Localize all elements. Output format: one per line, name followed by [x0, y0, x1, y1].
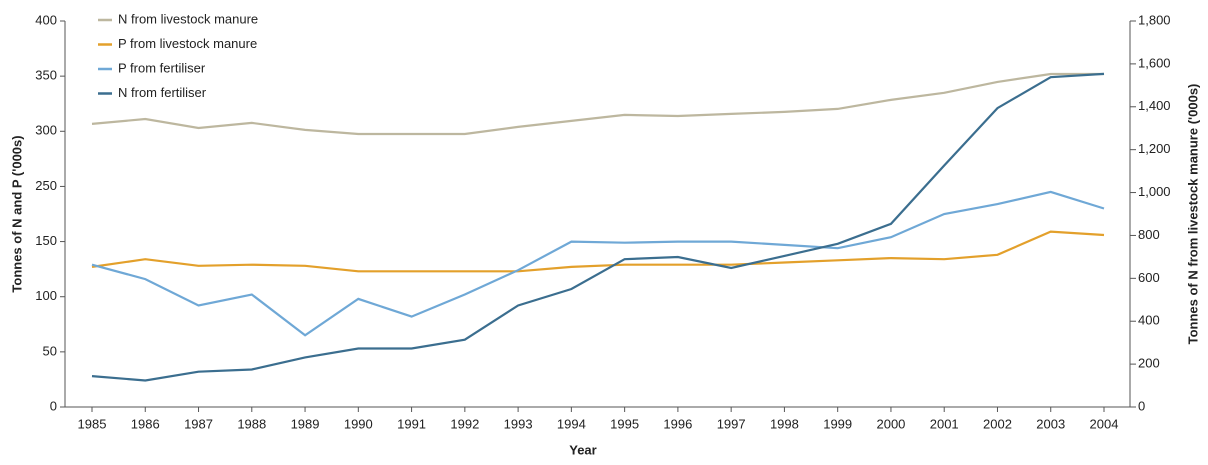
x-tick-label: 1986	[131, 416, 160, 431]
x-tick-label: 1997	[717, 416, 746, 431]
y-tick-label: 150	[35, 233, 57, 248]
x-tick-label: 1991	[397, 416, 426, 431]
x-tick-label: 2000	[876, 416, 905, 431]
x-tick-label: 2001	[930, 416, 959, 431]
legend-label: P from livestock manure	[118, 36, 257, 51]
y2-tick-label: 1,400	[1138, 98, 1171, 113]
y-tick-label: 50	[43, 343, 57, 358]
y2-tick-label: 1,200	[1138, 141, 1171, 156]
y2-tick-label: 200	[1138, 356, 1160, 371]
y-tick-label: 0	[50, 398, 57, 413]
x-tick-label: 1994	[557, 416, 586, 431]
y2-tick-label: 800	[1138, 227, 1160, 242]
y2-axis-title: Tonnes of N from livestock manure ('000s…	[1185, 84, 1200, 345]
x-tick-label: 1985	[78, 416, 107, 431]
y-tick-label: 250	[35, 178, 57, 193]
x-axis-title: Year	[569, 442, 596, 457]
series-line	[91, 190, 1105, 337]
y2-tick-label: 600	[1138, 270, 1160, 285]
x-tick-label: 2002	[983, 416, 1012, 431]
x-tick-label: 1987	[184, 416, 213, 431]
legend-label: N from fertiliser	[118, 85, 207, 100]
series-line	[91, 72, 1105, 382]
y2-tick-label: 1,800	[1138, 12, 1171, 27]
y-tick-label: 300	[35, 123, 57, 138]
x-tick-label: 1988	[237, 416, 266, 431]
x-tick-label: 1989	[291, 416, 320, 431]
y-tick-label: 400	[35, 12, 57, 27]
x-tick-label: 2003	[1036, 416, 1065, 431]
series-line	[91, 72, 1104, 136]
x-tick-label: 1993	[504, 416, 533, 431]
y-tick-label: 100	[35, 288, 57, 303]
x-tick-label: 1998	[770, 416, 799, 431]
x-tick-label: 1990	[344, 416, 373, 431]
x-tick-label: 1996	[663, 416, 692, 431]
x-tick-label: 1992	[450, 416, 479, 431]
x-tick-label: 1995	[610, 416, 639, 431]
legend-label: N from livestock manure	[118, 11, 258, 26]
y2-tick-label: 1,600	[1138, 55, 1171, 70]
y2-tick-label: 0	[1138, 398, 1145, 413]
series-line	[91, 230, 1105, 273]
y-axis-title: Tonnes of N and P ('000s)	[9, 135, 24, 292]
y2-tick-label: 1,000	[1138, 184, 1171, 199]
y2-tick-label: 400	[1138, 313, 1160, 328]
x-tick-label: 2004	[1090, 416, 1119, 431]
y-tick-label: 350	[35, 68, 57, 83]
legend-label: P from fertiliser	[118, 60, 206, 75]
x-tick-label: 1999	[823, 416, 852, 431]
